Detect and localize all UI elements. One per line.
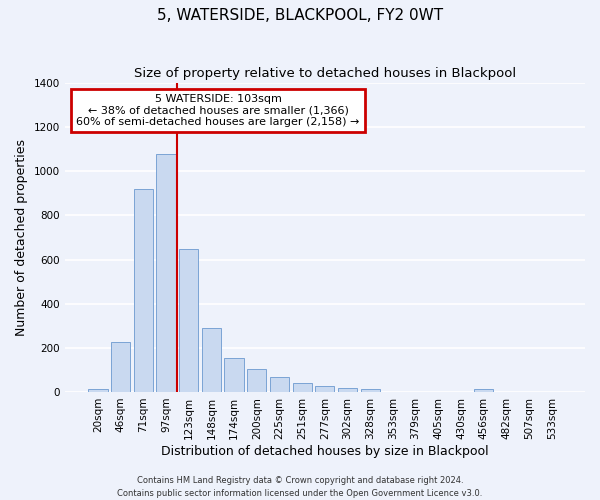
Bar <box>361 388 380 392</box>
Bar <box>179 248 199 392</box>
Bar <box>270 376 289 392</box>
X-axis label: Distribution of detached houses by size in Blackpool: Distribution of detached houses by size … <box>161 444 488 458</box>
Bar <box>293 383 312 392</box>
Text: 5 WATERSIDE: 103sqm
← 38% of detached houses are smaller (1,366)
60% of semi-det: 5 WATERSIDE: 103sqm ← 38% of detached ho… <box>76 94 360 127</box>
Y-axis label: Number of detached properties: Number of detached properties <box>15 139 28 336</box>
Bar <box>202 328 221 392</box>
Bar <box>111 342 130 392</box>
Text: 5, WATERSIDE, BLACKPOOL, FY2 0WT: 5, WATERSIDE, BLACKPOOL, FY2 0WT <box>157 8 443 22</box>
Bar <box>224 358 244 392</box>
Title: Size of property relative to detached houses in Blackpool: Size of property relative to detached ho… <box>134 68 516 80</box>
Bar <box>474 388 493 392</box>
Bar <box>338 388 357 392</box>
Bar <box>88 388 107 392</box>
Bar <box>157 154 176 392</box>
Bar <box>247 369 266 392</box>
Bar <box>315 386 334 392</box>
Bar <box>134 189 153 392</box>
Text: Contains HM Land Registry data © Crown copyright and database right 2024.
Contai: Contains HM Land Registry data © Crown c… <box>118 476 482 498</box>
